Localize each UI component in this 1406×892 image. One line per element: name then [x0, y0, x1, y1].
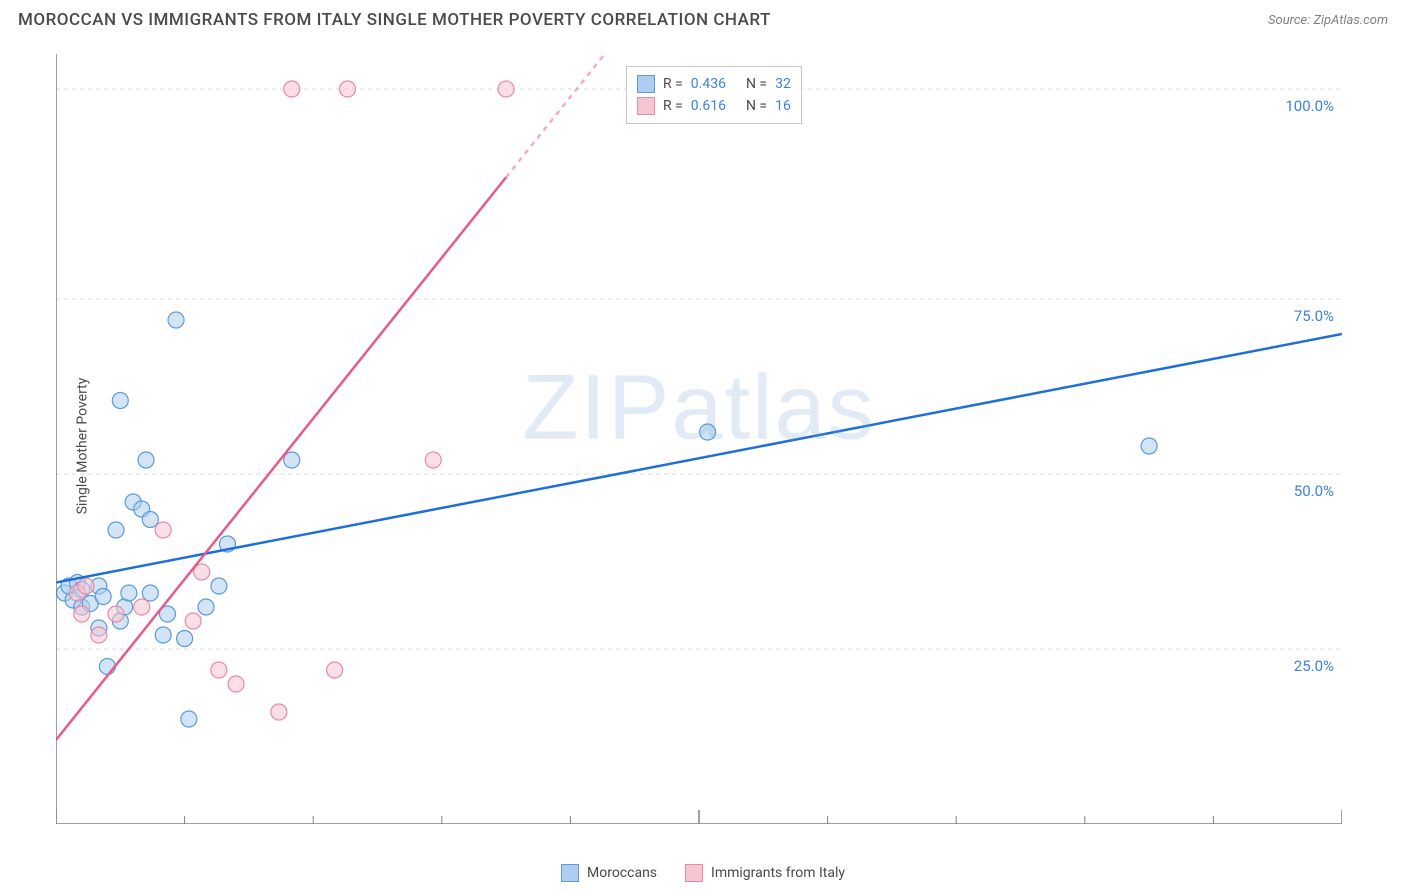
chart-header: MOROCCAN VS IMMIGRANTS FROM ITALY SINGLE…: [0, 0, 1406, 36]
legend-swatch: [637, 97, 655, 115]
legend-swatch: [561, 864, 579, 882]
scatter-plot-svg: 25.0%50.0%75.0%100.0%0.0%30.0%: [56, 54, 1342, 824]
legend-swatch: [637, 75, 655, 93]
svg-text:75.0%: 75.0%: [1294, 307, 1334, 325]
chart-plot-area: 25.0%50.0%75.0%100.0%0.0%30.0% ZIPatlas …: [56, 54, 1342, 824]
series-legend-item: Moroccans: [561, 864, 657, 882]
svg-text:100.0%: 100.0%: [1285, 97, 1334, 115]
legend-swatch: [685, 864, 703, 882]
series-legend: Moroccans Immigrants from Italy: [561, 864, 845, 882]
legend-stat-row: R = 0.616 N = 16: [637, 95, 791, 117]
chart-title: MOROCCAN VS IMMIGRANTS FROM ITALY SINGLE…: [18, 10, 771, 30]
legend-stat-row: R = 0.436 N = 32: [637, 73, 791, 95]
svg-text:50.0%: 50.0%: [1294, 482, 1334, 500]
correlation-legend-box: R = 0.436 N = 32 R = 0.616 N = 16: [626, 66, 802, 124]
svg-text:25.0%: 25.0%: [1294, 657, 1334, 675]
chart-source: Source: ZipAtlas.com: [1268, 13, 1388, 28]
series-legend-item: Immigrants from Italy: [685, 864, 845, 882]
